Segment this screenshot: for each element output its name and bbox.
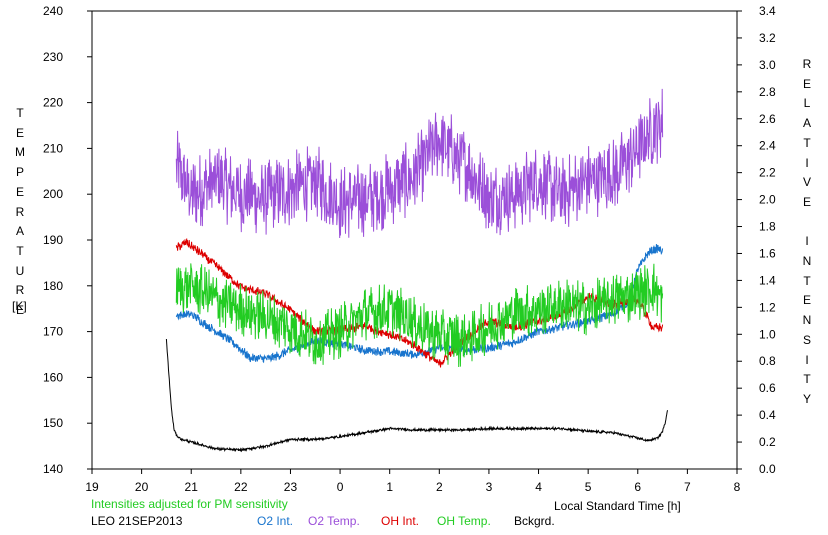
x-tick-label: 20 bbox=[135, 480, 149, 494]
x-tick-label: 0 bbox=[337, 480, 344, 494]
legend-oh-temp: OH Temp. bbox=[437, 514, 491, 528]
left-y-tick-label: 240 bbox=[43, 4, 63, 18]
axis-title-char: M bbox=[15, 145, 25, 160]
axis-title-char: P bbox=[15, 165, 24, 180]
right-y-tick-label: 1.6 bbox=[759, 246, 776, 260]
right-y-tick-label: 3.0 bbox=[759, 58, 776, 72]
axis-title-char: T bbox=[803, 273, 811, 288]
axis-title-char: R bbox=[15, 283, 25, 298]
axis-title-char: E bbox=[802, 293, 811, 308]
series-o2-int bbox=[175, 244, 664, 364]
axis-title-char: V bbox=[802, 175, 811, 190]
axis-title-char: Y bbox=[802, 391, 811, 406]
series-bckgrd bbox=[165, 338, 668, 453]
axis-title-char: T bbox=[803, 135, 811, 150]
axis-title-char: S bbox=[802, 332, 811, 347]
x-tick-label: 19 bbox=[85, 480, 99, 494]
x-tick-label: 1 bbox=[386, 480, 393, 494]
legend-o2-temp: O2 Temp. bbox=[308, 514, 360, 528]
sensitivity-note: Intensities adjusted for PM sensitivity bbox=[91, 497, 288, 511]
x-tick-label: 6 bbox=[634, 480, 641, 494]
legend-oh-int: OH Int. bbox=[381, 514, 420, 528]
x-tick-label: 7 bbox=[684, 480, 691, 494]
axis-title-char: U bbox=[15, 263, 25, 278]
series-oh-temp bbox=[175, 263, 664, 368]
axis-title-char: A bbox=[15, 224, 24, 239]
right-y-tick-label: 1.4 bbox=[759, 273, 776, 287]
left-y-tick-label: 160 bbox=[43, 370, 63, 384]
left-y-tick-label: 210 bbox=[43, 141, 63, 155]
axis-title-char: E bbox=[15, 184, 24, 199]
right-y-tick-label: 2.0 bbox=[759, 193, 776, 207]
x-axis-title: Local Standard Time [h] bbox=[554, 499, 681, 513]
axis-title-char: R bbox=[802, 57, 812, 71]
right-y-tick-label: 0.8 bbox=[759, 354, 776, 368]
axis-title-char: T bbox=[16, 243, 24, 258]
left-axis-unit: [K] bbox=[12, 299, 27, 313]
left-y-tick-label: 190 bbox=[43, 233, 63, 247]
right-y-tick-label: 3.2 bbox=[759, 31, 776, 45]
axis-title-char: E bbox=[802, 76, 811, 91]
left-y-tick-label: 230 bbox=[43, 50, 63, 64]
right-y-tick-label: 1.2 bbox=[759, 300, 776, 314]
right-y-tick-label: 2.6 bbox=[759, 112, 776, 126]
right-y-tick-label: 0.0 bbox=[759, 462, 776, 476]
right-y-tick-label: 0.4 bbox=[759, 408, 776, 422]
axis-title-char: R bbox=[15, 204, 25, 219]
left-y-tick-label: 180 bbox=[43, 279, 63, 293]
left-y-tick-label: 140 bbox=[43, 462, 63, 476]
axis-title-char: A bbox=[802, 116, 811, 131]
axis-title-char: I bbox=[805, 155, 809, 170]
axis-title-char: N bbox=[802, 313, 812, 328]
left-y-tick-label: 170 bbox=[43, 325, 63, 339]
x-tick-label: 3 bbox=[486, 480, 493, 494]
axis-title-char: E bbox=[802, 194, 811, 209]
legend-o2-int: O2 Int. bbox=[257, 514, 294, 528]
axis-title-char: E bbox=[15, 303, 24, 318]
x-tick-label: 21 bbox=[185, 480, 199, 494]
legend-bckgrd: Bckgrd. bbox=[514, 514, 555, 528]
right-y-tick-label: 0.6 bbox=[759, 381, 776, 395]
right-y-tick-label: 0.2 bbox=[759, 435, 776, 449]
x-tick-label: 22 bbox=[234, 480, 248, 494]
left-y-tick-label: 200 bbox=[43, 187, 63, 201]
x-tick-label: 4 bbox=[535, 480, 542, 494]
axis-title-char: I bbox=[805, 352, 809, 367]
x-tick-label: 2 bbox=[436, 480, 443, 494]
right-y-tick-label: 2.4 bbox=[759, 139, 776, 153]
right-y-tick-label: 3.4 bbox=[759, 4, 776, 18]
right-y-tick-label: 2.2 bbox=[759, 166, 776, 180]
left-y-tick-label: 220 bbox=[43, 96, 63, 110]
right-y-tick-label: 1.8 bbox=[759, 220, 776, 234]
left-y-tick-label: 150 bbox=[43, 416, 63, 430]
axis-title-char: T bbox=[803, 372, 811, 387]
x-tick-label: 23 bbox=[284, 480, 298, 494]
plot-frame bbox=[91, 10, 738, 470]
series-o2-temp bbox=[175, 88, 664, 239]
x-tick-label: 5 bbox=[585, 480, 592, 494]
axis-title-char: L bbox=[803, 96, 811, 111]
station-date-label: LEO 21SEP2013 bbox=[91, 514, 183, 528]
x-tick-label: 8 bbox=[734, 480, 741, 494]
axis-title-char: N bbox=[802, 254, 812, 269]
right-y-tick-label: 2.8 bbox=[759, 85, 776, 99]
axis-title-char bbox=[800, 213, 814, 233]
axis-title-char: I bbox=[805, 234, 809, 249]
axis-title-char: E bbox=[15, 125, 24, 140]
right-y-tick-label: 1.0 bbox=[759, 327, 776, 341]
axis-title-char: T bbox=[16, 106, 24, 120]
